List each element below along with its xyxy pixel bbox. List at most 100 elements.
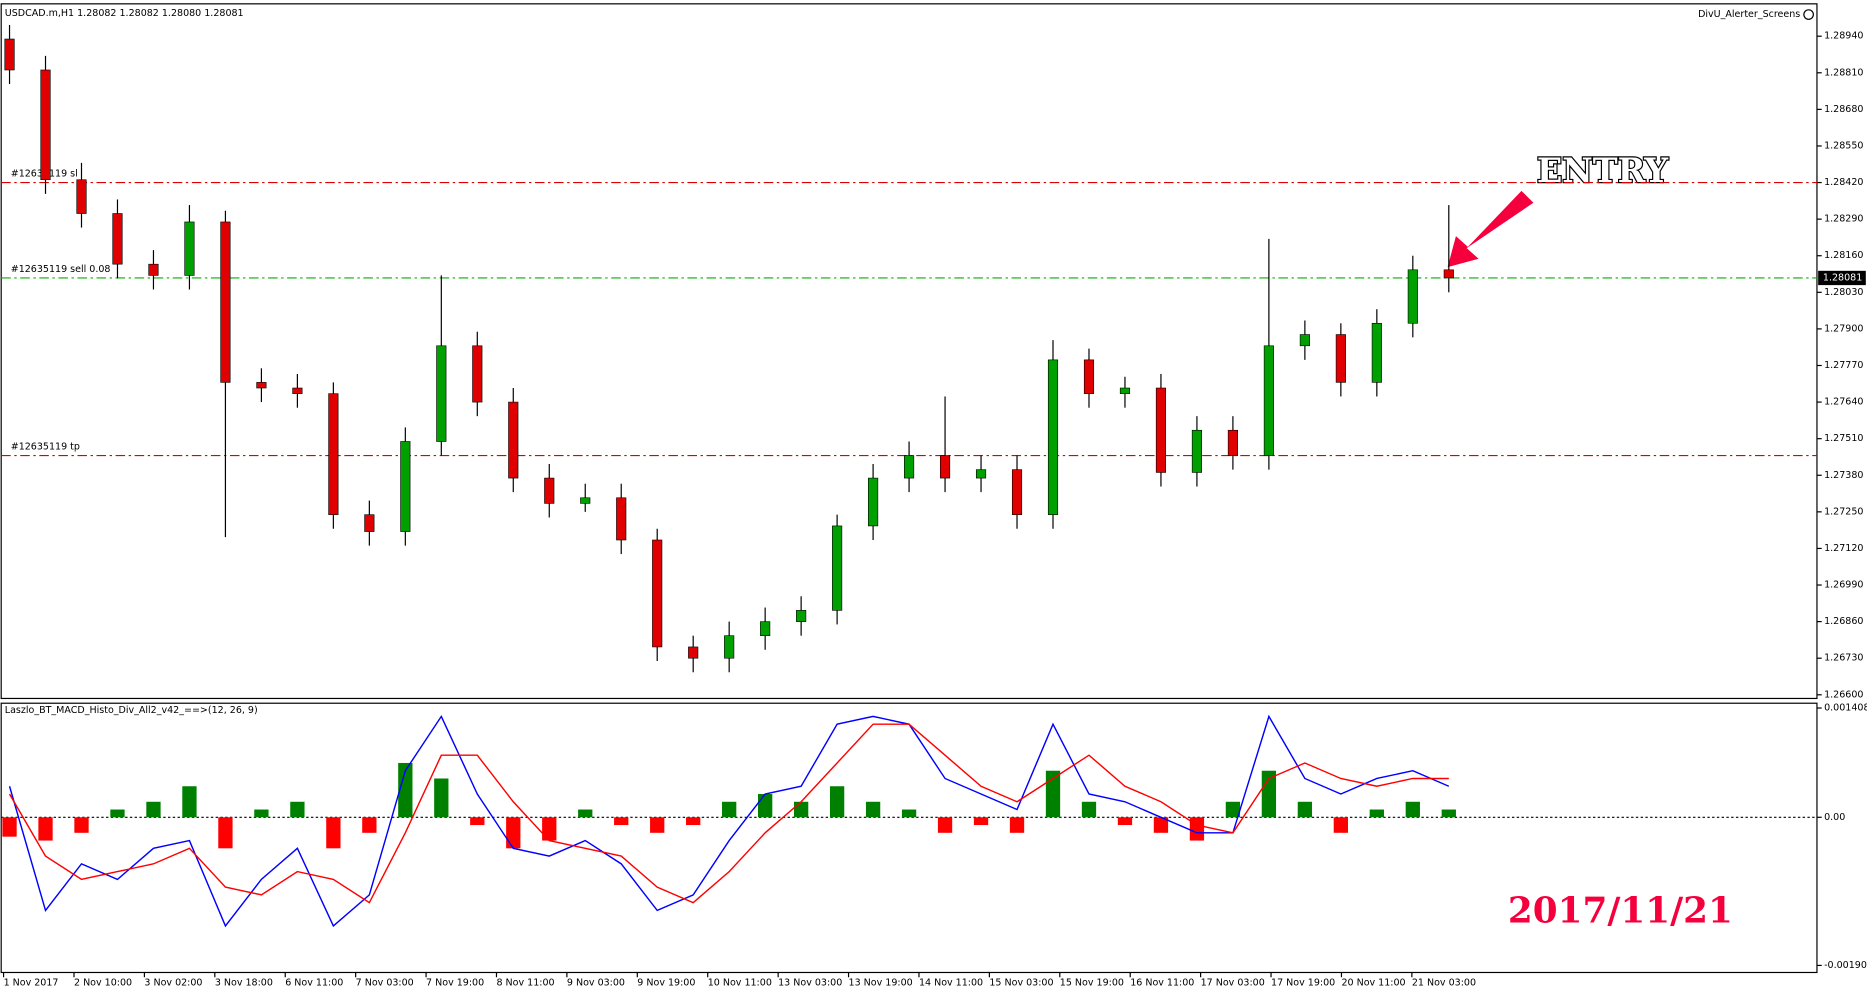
x-tick-label: 14 Nov 11:00 <box>919 978 983 989</box>
y-tick-label: 1.26860 <box>1824 616 1863 627</box>
candle-body <box>1443 269 1454 279</box>
candle-body <box>1407 269 1418 324</box>
candle-body <box>364 514 375 532</box>
y-tick-label: 1.28420 <box>1824 177 1863 188</box>
candle-body <box>400 441 411 532</box>
histogram-bar <box>182 786 197 818</box>
y-tick-label: 1.28810 <box>1824 67 1863 78</box>
y-tick-label: 1.28290 <box>1824 214 1863 225</box>
x-tick-label: 3 Nov 02:00 <box>144 978 202 989</box>
entry-label: ENTRY <box>1537 151 1669 190</box>
y-tick-label: 1.26990 <box>1824 580 1863 591</box>
expert-name: DivU_Alerter_Screens <box>1698 9 1800 20</box>
x-tick-label: 17 Nov 03:00 <box>1201 978 1265 989</box>
price-tag <box>1818 270 1866 286</box>
candle-body <box>544 477 555 504</box>
histogram-bar <box>901 809 917 818</box>
histogram-bar <box>1117 817 1133 826</box>
y-tick-label: 1.28030 <box>1824 287 1863 298</box>
order-label: #12635119 tp <box>11 442 80 453</box>
order-label: #12635119 sell 0.08 <box>11 264 111 275</box>
histogram-bar <box>650 817 665 833</box>
candle-body <box>832 525 843 611</box>
histogram-bar <box>74 817 89 833</box>
histogram-bar <box>793 801 809 818</box>
histogram-bar <box>1261 770 1277 818</box>
candle-body <box>688 646 699 659</box>
histogram-bar <box>1405 801 1420 818</box>
histogram-bar <box>110 809 125 818</box>
candle-body <box>1011 469 1023 515</box>
y-tick-label: 0.00 <box>1824 812 1845 823</box>
y-tick-label: 1.28940 <box>1824 31 1863 42</box>
histogram-bar <box>1369 809 1384 818</box>
histogram-bar <box>686 817 701 826</box>
y-tick-label: 1.27770 <box>1824 360 1863 371</box>
histogram-bar <box>757 794 773 818</box>
chart-title: USDCAD.m,H1 1.28082 1.28082 1.28080 1.28… <box>5 8 244 19</box>
histogram-bar <box>578 809 593 818</box>
y-tick-label: 1.27900 <box>1824 323 1863 334</box>
candle-body <box>256 382 267 389</box>
candle-body <box>868 477 879 527</box>
candle-body <box>508 401 519 479</box>
candle-body <box>328 393 339 515</box>
histogram-bar <box>865 801 881 818</box>
histogram-bar <box>1009 817 1025 833</box>
histogram-bar <box>829 786 845 818</box>
histogram-bar <box>973 817 989 826</box>
candle-body <box>939 455 951 479</box>
x-tick-label: 8 Nov 11:00 <box>496 978 554 989</box>
candle-body <box>616 497 627 541</box>
y-tick-label: -0.001909 <box>1824 960 1867 971</box>
candle-body <box>1047 359 1059 515</box>
y-tick-label: 1.27640 <box>1824 397 1863 408</box>
y-tick-label: 1.28680 <box>1824 104 1863 115</box>
candle-body <box>580 497 591 504</box>
x-tick-label: 7 Nov 03:00 <box>356 978 414 989</box>
candle-body <box>40 69 51 181</box>
x-tick-label: 15 Nov 19:00 <box>1060 978 1124 989</box>
candle-body <box>760 621 771 636</box>
candle-body <box>1119 387 1131 394</box>
candle-body <box>796 610 807 622</box>
histogram-bar <box>506 817 521 849</box>
histogram-bar <box>146 801 161 818</box>
indicator-frame <box>0 702 1818 974</box>
candle-body <box>472 345 483 403</box>
histogram-bar <box>1225 801 1241 818</box>
candle-body <box>220 221 231 383</box>
histogram-bar <box>1189 817 1205 841</box>
histogram-bar <box>1045 770 1061 818</box>
y-tick-label: 1.28160 <box>1824 250 1863 261</box>
histogram-bar <box>470 817 485 826</box>
candle-body <box>904 455 915 479</box>
candle-body <box>1371 322 1382 383</box>
histogram-bar <box>1297 801 1313 818</box>
expert-icon <box>1803 9 1814 20</box>
y-tick-label: 1.26730 <box>1824 653 1863 664</box>
histogram-bar <box>542 817 557 841</box>
histogram-bar <box>2 817 17 837</box>
x-tick-label: 9 Nov 03:00 <box>567 978 625 989</box>
x-tick-label: 7 Nov 19:00 <box>426 978 484 989</box>
histogram-bar <box>937 817 953 833</box>
histogram-bar <box>1081 801 1097 818</box>
histogram-bar <box>290 801 305 818</box>
macd-line <box>8 723 1449 904</box>
histogram-bar <box>1153 817 1169 833</box>
x-tick-label: 16 Nov 11:00 <box>1130 978 1194 989</box>
x-tick-label: 6 Nov 11:00 <box>285 978 343 989</box>
x-tick-label: 15 Nov 03:00 <box>989 978 1053 989</box>
histogram-bar <box>434 778 449 818</box>
histogram-bar <box>326 817 341 849</box>
candle-body <box>76 179 87 214</box>
y-tick-label: 1.27250 <box>1824 506 1863 517</box>
histogram-bar <box>362 817 377 833</box>
histogram-bar <box>722 801 737 818</box>
x-tick-label: 10 Nov 11:00 <box>708 978 772 989</box>
histogram-bar <box>254 809 269 818</box>
y-tick-label: 1.28550 <box>1824 140 1863 151</box>
